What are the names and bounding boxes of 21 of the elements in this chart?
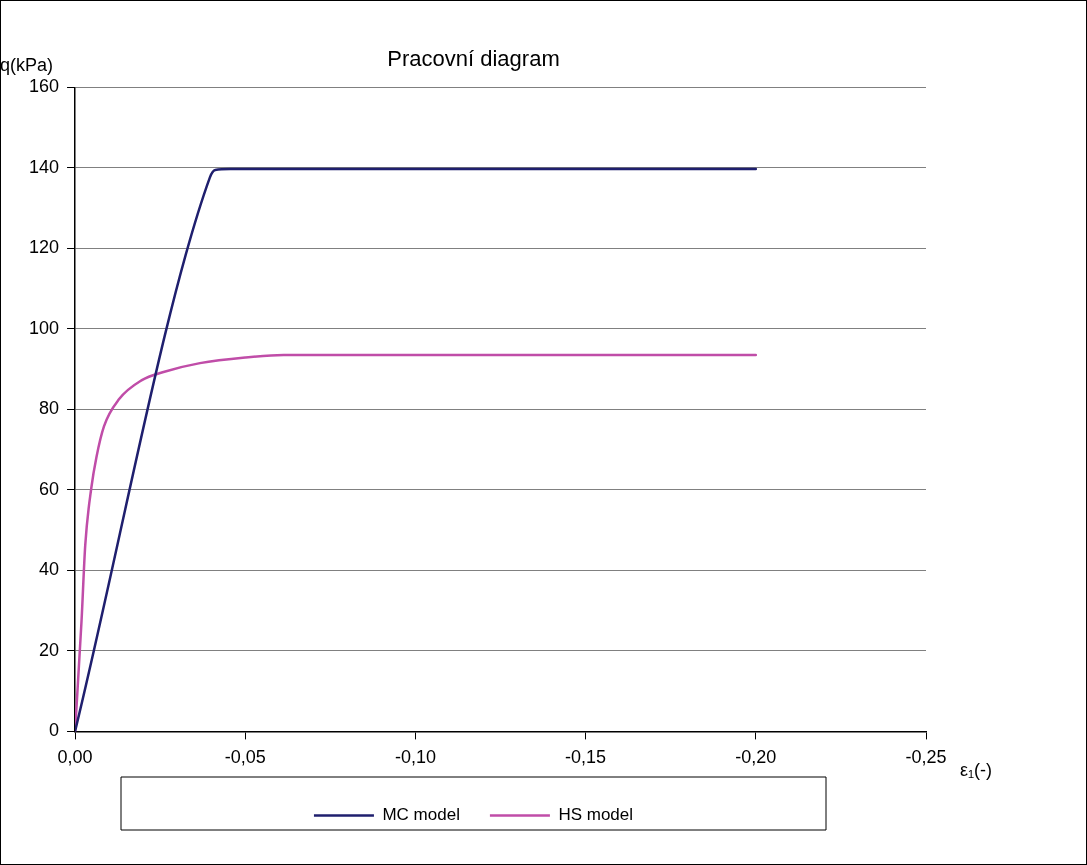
y-tick-label: 140: [28, 156, 60, 177]
x-tick-label: -0,25: [905, 747, 947, 768]
y-tick-label: 120: [28, 237, 60, 258]
x-tick-label: 0,00: [57, 747, 93, 768]
y-tick-label: 80: [39, 398, 60, 419]
x-tick-label: -0,10: [394, 747, 436, 768]
y-tick-label: 100: [28, 317, 60, 338]
x-tick-label: -0,20: [735, 747, 777, 768]
y-tick-label: 160: [28, 76, 60, 97]
legend-label: MC model: [382, 805, 460, 825]
y-tick-label: 0: [49, 720, 60, 741]
x-tick-label: -0,15: [565, 747, 607, 768]
chart-title: Pracovní diagram: [387, 46, 560, 72]
y-axis-title: q(kPa): [0, 55, 54, 76]
y-tick-label: 20: [39, 639, 60, 660]
x-axis-title: ε₁(-): [960, 760, 993, 781]
line-series: [75, 167, 758, 732]
x-tick-label: -0,05: [224, 747, 266, 768]
y-tick-label: 60: [39, 478, 60, 499]
y-tick-label: 40: [39, 559, 60, 580]
legend-label: HS model: [558, 805, 634, 825]
